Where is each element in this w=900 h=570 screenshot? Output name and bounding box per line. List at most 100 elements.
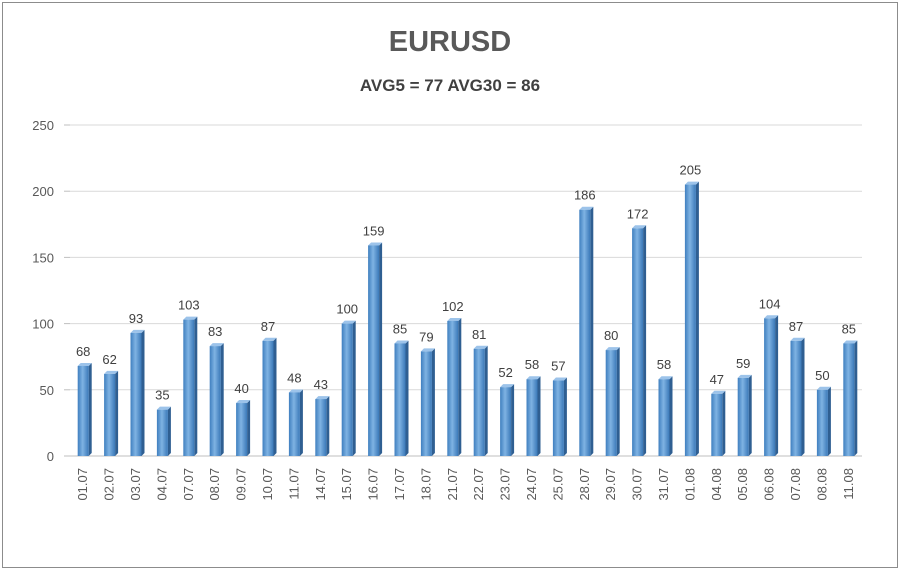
bar — [500, 384, 515, 456]
bar-front — [790, 340, 802, 456]
data-label: 68 — [76, 344, 90, 359]
bar-top — [104, 370, 119, 374]
bar-front — [843, 343, 855, 456]
bar — [315, 396, 330, 456]
x-tick-label: 01.08 — [682, 468, 697, 501]
bar-front — [236, 403, 248, 456]
bar-front — [500, 387, 512, 456]
bars — [77, 181, 858, 456]
data-label: 59 — [736, 356, 750, 371]
bar — [130, 329, 145, 456]
bar-front — [764, 318, 776, 456]
bar-top — [579, 206, 594, 210]
x-tick-label: 17.07 — [392, 468, 407, 501]
bar — [737, 374, 752, 456]
bar — [605, 347, 620, 456]
bar-top — [447, 317, 462, 321]
bar-side — [141, 329, 145, 456]
bar-side — [247, 400, 251, 456]
bar — [632, 225, 647, 456]
data-label: 186 — [574, 188, 596, 203]
bar-front — [579, 209, 591, 456]
bar-top — [288, 389, 303, 393]
bar-top — [500, 384, 515, 388]
bar-side — [801, 337, 805, 456]
bar — [790, 337, 805, 456]
data-label: 100 — [336, 302, 358, 317]
bar — [711, 390, 726, 456]
bar-front — [77, 365, 89, 456]
data-label: 57 — [551, 359, 565, 374]
y-axis-ticks: 0 50 100 150 200 250 — [32, 118, 54, 464]
bar — [262, 337, 277, 456]
x-tick-label: 21.07 — [445, 468, 460, 501]
bar-top — [526, 376, 541, 380]
bar — [156, 406, 171, 456]
bar-side — [379, 242, 383, 456]
bar-top — [632, 225, 647, 229]
data-label: 58 — [525, 357, 539, 372]
data-label: 103 — [178, 298, 200, 313]
bar — [579, 206, 594, 456]
x-tick-label: 28.07 — [577, 468, 592, 501]
bar-top — [209, 343, 224, 347]
data-label: 35 — [155, 388, 169, 403]
x-tick-label: 16.07 — [366, 468, 381, 501]
bar — [209, 343, 224, 456]
bar-side — [88, 362, 92, 456]
x-tick-label: 23.07 — [498, 468, 513, 501]
bar — [816, 386, 831, 456]
bar-side — [695, 181, 699, 456]
x-tick-label: 14.07 — [313, 468, 328, 501]
bar-top — [156, 406, 171, 410]
bar-side — [431, 348, 435, 456]
data-label: 40 — [234, 381, 248, 396]
bar-front — [552, 380, 564, 456]
bar — [368, 242, 383, 456]
x-axis-ticks: 01.07 02.07 03.07 04.07 07.07 08.07 09.07 10.07… — [75, 468, 856, 501]
bar-top — [605, 347, 620, 351]
x-tick-label: 07.07 — [181, 468, 196, 501]
bar — [764, 315, 779, 456]
bar-side — [326, 396, 330, 456]
chart-subtitle: AVG5 = 77 AVG30 = 86 — [359, 76, 541, 95]
bar-side — [352, 320, 356, 456]
bar — [526, 376, 541, 456]
data-label: 50 — [815, 368, 829, 383]
data-label: 172 — [627, 206, 649, 221]
data-labels: 68 62 93 35 103 83 40 87 48 43 100 159 85 79 102 81 52 58… — [76, 163, 856, 403]
x-tick-label: 04.07 — [154, 468, 169, 501]
bar-side — [511, 384, 515, 456]
y-tick-label: 200 — [32, 184, 54, 199]
data-label: 80 — [604, 328, 618, 343]
bar-side — [405, 340, 409, 456]
bar-top — [77, 362, 92, 366]
bar-side — [616, 347, 620, 456]
x-tick-label: 02.07 — [102, 468, 117, 501]
x-tick-label: 18.07 — [418, 468, 433, 501]
x-tick-label: 05.08 — [735, 468, 750, 501]
bar-top — [368, 242, 383, 246]
x-tick-label: 30.07 — [630, 468, 645, 501]
bar-front — [209, 346, 221, 456]
x-tick-label: 10.07 — [260, 468, 275, 501]
bar-front — [104, 373, 116, 456]
bar — [77, 362, 92, 456]
bar-top — [315, 396, 330, 400]
bar-side — [748, 374, 752, 456]
bar-front — [605, 350, 617, 456]
x-tick-label: 31.07 — [656, 468, 671, 501]
bar-front — [684, 184, 696, 456]
bar — [341, 320, 356, 456]
bar — [658, 376, 673, 456]
bar-top — [552, 377, 567, 381]
data-label: 85 — [842, 321, 856, 336]
y-tick-label: 50 — [40, 383, 54, 398]
y-tick-label: 250 — [32, 118, 54, 133]
bar-top — [262, 337, 277, 341]
x-tick-label: 06.08 — [762, 468, 777, 501]
data-label: 93 — [129, 311, 143, 326]
bar-side — [722, 390, 726, 456]
